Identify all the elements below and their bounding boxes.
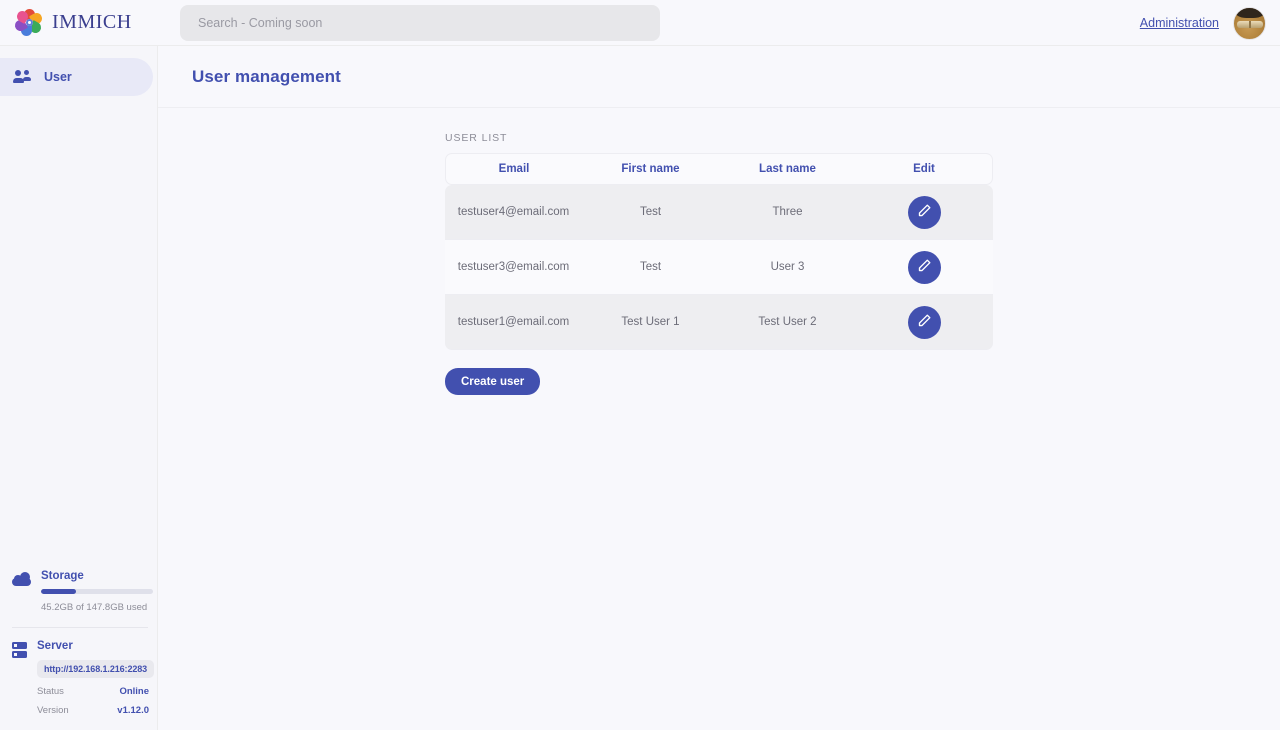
server-icon [12, 642, 27, 659]
page-header: User management [158, 46, 1280, 108]
cell-last-name: User 3 [719, 240, 856, 295]
server-status-row: Status Online [37, 686, 149, 697]
table-body: testuser4@email.com Test Three testuser3@em… [445, 185, 993, 350]
server-status-key: Status [37, 686, 64, 697]
table-header-row: Email First name Last name Edit [445, 153, 993, 185]
column-header-first-name[interactable]: First name [582, 153, 719, 185]
table-row: testuser3@email.com Test User 3 [445, 240, 993, 295]
server-status: Server http://192.168.1.216:2283 Status … [12, 640, 155, 716]
user-list-label: USER LIST [445, 132, 508, 144]
server-url-badge[interactable]: http://192.168.1.216:2283 [37, 660, 155, 678]
sidebar: User Storage 45.2GB of 147.8GB used [0, 46, 158, 730]
cell-first-name: Test [582, 185, 719, 240]
table-row: testuser4@email.com Test Three [445, 185, 993, 240]
top-navigation-bar: IMMICH Administration [0, 0, 1280, 46]
create-user-button[interactable]: Create user [445, 368, 541, 395]
brand-logo[interactable]: IMMICH [12, 8, 166, 36]
sidebar-status-panel: Storage 45.2GB of 147.8GB used Server ht… [0, 570, 158, 716]
pencil-icon [917, 313, 932, 331]
cell-last-name: Test User 2 [719, 295, 856, 350]
storage-status: Storage 45.2GB of 147.8GB used [12, 570, 153, 613]
cell-edit [856, 185, 993, 240]
content-area: USER LIST Email First name Last name Edi… [158, 108, 1280, 395]
administration-link[interactable]: Administration [1139, 16, 1219, 30]
column-header-last-name[interactable]: Last name [719, 153, 856, 185]
storage-progress-bar [41, 589, 153, 594]
table-row: testuser1@email.com Test User 1 Test User … [445, 295, 993, 350]
cell-edit [856, 240, 993, 295]
sidebar-item-user[interactable]: User [0, 58, 153, 96]
cell-last-name: Three [719, 185, 856, 240]
server-version-value: v1.12.0 [117, 705, 149, 716]
edit-user-button[interactable] [908, 195, 941, 229]
edit-user-button[interactable] [908, 305, 941, 339]
cell-email: testuser3@email.com [445, 240, 582, 295]
page-title: User management [192, 66, 341, 86]
brand-name: IMMICH [52, 11, 132, 33]
main-content: User management USER LIST Email First na… [158, 46, 1280, 730]
avatar[interactable] [1233, 6, 1266, 40]
user-list-table: Email First name Last name Edit testuser… [445, 153, 993, 350]
top-navigation-actions: Administration [1140, 0, 1266, 46]
users-icon [13, 69, 31, 85]
sidebar-item-label: User [44, 70, 72, 84]
storage-progress-fill [41, 589, 76, 594]
server-version-key: Version [37, 705, 69, 716]
cell-email: testuser4@email.com [445, 185, 582, 240]
pencil-icon [917, 203, 932, 221]
cell-email: testuser1@email.com [445, 295, 582, 350]
sidebar-divider [12, 627, 148, 628]
server-status-value: Online [119, 686, 149, 697]
search-bar[interactable] [180, 5, 660, 41]
cloud-icon [12, 572, 31, 587]
cell-first-name: Test [582, 240, 719, 295]
column-header-email[interactable]: Email [445, 153, 582, 185]
search-input[interactable] [198, 16, 642, 30]
server-title: Server [37, 640, 73, 652]
immich-flower-logo-icon [12, 8, 45, 36]
storage-title: Storage [41, 570, 84, 582]
cell-edit [856, 295, 993, 350]
table-head: Email First name Last name Edit [445, 153, 993, 185]
server-version-row: Version v1.12.0 [37, 705, 149, 716]
pencil-icon [917, 258, 932, 276]
edit-user-button[interactable] [908, 250, 941, 284]
storage-caption: 45.2GB of 147.8GB used [41, 602, 148, 613]
cell-first-name: Test User 1 [582, 295, 719, 350]
column-header-edit[interactable]: Edit [856, 153, 993, 185]
